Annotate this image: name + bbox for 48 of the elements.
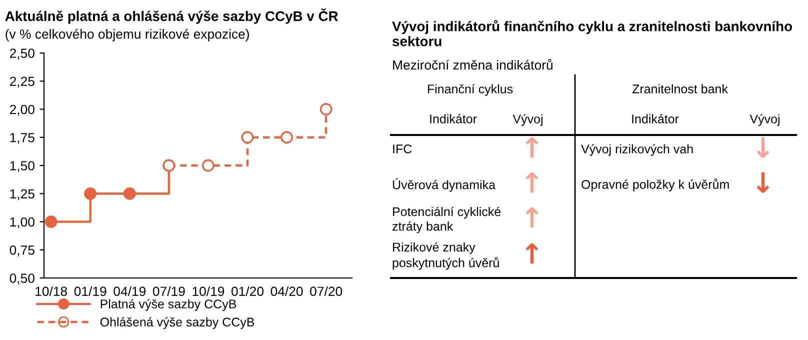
point	[123, 187, 136, 200]
text: Zranitelnost bank	[632, 84, 728, 94]
chart-subtitle: (v % celkového objemu rizikové expozice)	[6, 28, 249, 42]
text: Vývoj rizikových vah	[581, 144, 693, 156]
text: IFC	[393, 144, 412, 154]
point	[84, 187, 97, 200]
point	[241, 131, 254, 144]
x-tick-label: 04/20	[270, 286, 303, 296]
text: ↑	[526, 137, 538, 158]
text: Úvěrová dynamika	[392, 178, 496, 192]
x-tick-label: 04/19	[114, 286, 146, 296]
text: Indikátor	[632, 114, 679, 124]
text: ↓	[756, 137, 770, 158]
text: ↓	[756, 172, 770, 193]
x-tick-label: 10/19	[192, 286, 224, 296]
y-tick-label: 2,50	[10, 48, 34, 60]
y-tick-label: 2,00	[10, 104, 34, 116]
legend-label: Platná výše sazby CCyB	[100, 299, 236, 311]
point	[280, 131, 293, 144]
text: ↑	[526, 243, 538, 264]
x-tick-label: 01/19	[74, 286, 106, 296]
text: ↑	[526, 172, 538, 193]
y-tick-label: 0,75	[10, 245, 34, 256]
text: Vývoj	[750, 114, 780, 126]
chart-title: Aktuálně platná a ohlášená výše sazby CCyB v ČR	[5, 8, 338, 24]
x-tick-label: 07/20	[310, 286, 342, 296]
x-tick-label: 07/19	[152, 286, 185, 296]
point	[320, 103, 332, 116]
text: Finanční cyklus	[428, 84, 513, 96]
text: Vývoj	[512, 114, 542, 126]
y-tick-label: 1,25	[10, 189, 34, 200]
y-tick-label: 0,50	[10, 274, 34, 284]
text: Potenciální cyklické ztráty bank	[392, 206, 501, 234]
legend-label: Ohlášená výše sazby CCyB	[100, 317, 254, 329]
y-tick-label: 1,50	[10, 161, 34, 172]
text: Vývoj indikátorů finančního cyklu a zranitelnosti bankovního sektoru	[392, 20, 792, 46]
y-tick-label: 1,75	[10, 133, 34, 144]
text: Rizikové znaky poskytnutých úvěrů	[392, 242, 499, 270]
point	[202, 159, 214, 172]
point	[44, 216, 58, 228]
y-tick-label: 1,00	[10, 217, 34, 228]
text: ↑	[526, 207, 538, 228]
x-tick-label: 01/20	[232, 286, 264, 296]
x-tick-label: 10/18	[36, 286, 68, 296]
text: Meziroční změna indikátorů	[393, 58, 552, 70]
text: Opravné položky k úvěrům	[582, 178, 729, 192]
text: Indikátor	[430, 114, 477, 124]
y-tick-label: 2,25	[10, 76, 34, 88]
